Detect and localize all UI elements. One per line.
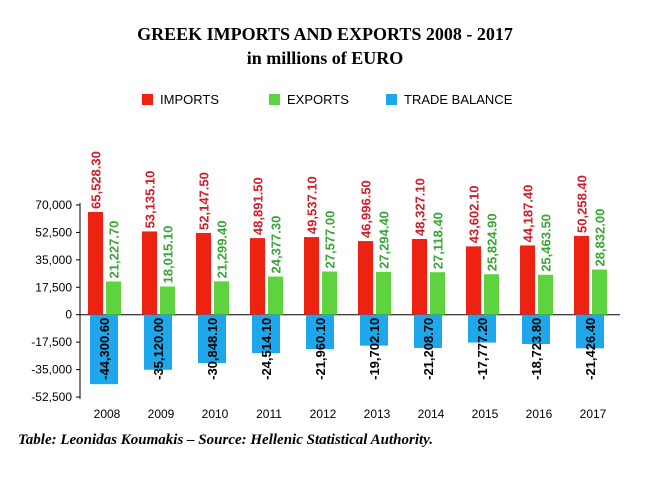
x-tick-label: 2011 <box>256 407 282 421</box>
x-tick-label: 2010 <box>202 407 229 421</box>
bar-trade-balance <box>414 314 442 348</box>
x-tick-label: 2013 <box>364 407 391 421</box>
value-label-exports: 27,118.40 <box>431 212 446 269</box>
bar-imports <box>196 232 211 315</box>
bar-exports <box>538 274 553 315</box>
y-tick-label: -52,500 <box>31 390 72 404</box>
value-label-trade-balance: -21,960.10 <box>313 318 328 380</box>
legend-swatch-3 <box>386 94 397 105</box>
value-label-imports: 48,327.10 <box>413 178 428 236</box>
value-label-exports: 21,227.70 <box>107 221 122 279</box>
value-label-trade-balance: -21,426.40 <box>583 318 598 380</box>
bar-exports <box>322 271 337 315</box>
bar-imports <box>574 235 589 315</box>
chart-title: GREEK IMPORTS AND EXPORTS 2008 - 2017 <box>137 24 513 44</box>
bar-imports <box>142 231 157 315</box>
x-tick-label: 2014 <box>418 407 445 421</box>
value-label-imports: 65,528.30 <box>89 151 104 209</box>
legend-swatch-2 <box>269 94 280 105</box>
bars <box>88 212 607 385</box>
value-label-trade-balance: -17,777.20 <box>475 318 490 380</box>
value-label-trade-balance: -30,848.10 <box>205 318 220 380</box>
value-label-exports: 28,832.00 <box>593 209 608 267</box>
bar-exports <box>268 276 283 315</box>
bar-imports <box>466 246 481 315</box>
bar-exports <box>214 281 229 315</box>
bar-trade-balance <box>576 314 604 349</box>
legend-swatch-1 <box>142 94 153 105</box>
value-label-trade-balance: -19,702.10 <box>367 318 382 380</box>
x-tick-label: 2016 <box>526 407 553 421</box>
y-tick-label: -17,500 <box>31 335 72 349</box>
bar-exports <box>376 271 391 315</box>
legend-label-1: IMPORTS <box>160 92 219 107</box>
value-label-trade-balance: -35,120.00 <box>151 318 166 380</box>
y-tick-label: 35,000 <box>35 253 72 267</box>
value-label-exports: 27,577.00 <box>323 211 338 269</box>
x-tick-label: 2015 <box>472 407 499 421</box>
bar-trade-balance <box>198 314 226 364</box>
y-tick-label: -35,000 <box>31 363 72 377</box>
bar-trade-balance <box>360 314 388 346</box>
value-label-imports: 50,258.40 <box>575 175 590 233</box>
y-tick-label: 17,500 <box>35 280 72 294</box>
value-label-exports: 18,015.10 <box>161 226 176 284</box>
value-label-trade-balance: -24,514.10 <box>259 318 274 380</box>
value-label-trade-balance: -21,208.70 <box>421 318 436 380</box>
value-label-imports: 49,537.10 <box>305 176 320 234</box>
bar-exports <box>106 281 121 315</box>
value-label-imports: 53,135.10 <box>143 171 158 229</box>
bar-exports <box>592 269 607 315</box>
value-label-imports: 44,187.40 <box>521 185 536 243</box>
bar-trade-balance <box>468 314 496 343</box>
bar-trade-balance <box>144 314 172 370</box>
legend-label-3: TRADE BALANCE <box>404 92 513 107</box>
bar-trade-balance <box>522 314 550 345</box>
bar-imports <box>304 237 319 315</box>
x-tick-label: 2017 <box>580 407 607 421</box>
axes: 70,000 52,500 35,000 17,500 0 -17,500 -35,000 -… <box>31 198 620 421</box>
value-label-imports: 48,891.50 <box>251 177 266 235</box>
bar-imports <box>412 238 427 315</box>
bar-exports <box>160 286 175 315</box>
value-label-trade-balance: -44,300.60 <box>97 318 112 380</box>
bar-exports <box>484 274 499 315</box>
x-tick-label: 2012 <box>310 407 337 421</box>
bar-trade-balance <box>306 314 334 350</box>
y-tick-label: 0 <box>65 308 72 322</box>
value-label-imports: 43,602.10 <box>467 186 482 244</box>
chart-subtitle: in millions of EURO <box>247 48 404 68</box>
value-label-exports: 25,463.50 <box>539 214 554 272</box>
value-label-exports: 27,294.40 <box>377 211 392 269</box>
legend: IMPORTS EXPORTS TRADE BALANCE <box>142 92 513 107</box>
y-tick-label: 52,500 <box>35 225 72 239</box>
bar-exports <box>430 272 445 315</box>
x-tick-label: 2009 <box>148 407 175 421</box>
value-label-exports: 25,824.90 <box>485 213 500 271</box>
x-tick-label: 2008 <box>94 407 121 421</box>
value-label-imports: 46,996.50 <box>359 180 374 238</box>
bar-trade-balance <box>252 314 280 354</box>
legend-label-2: EXPORTS <box>287 92 349 107</box>
bar-imports <box>250 238 265 315</box>
y-tick-label: 70,000 <box>35 198 72 212</box>
bar-imports <box>88 212 103 315</box>
value-label-exports: 24,377.30 <box>269 216 284 274</box>
bar-imports <box>520 245 535 315</box>
bar-trade-balance <box>90 314 118 385</box>
chart-caption: Table: Leonidas Koumakis – Source: Helle… <box>18 432 434 448</box>
value-label-imports: 52,147.50 <box>197 172 212 230</box>
value-label-trade-balance: -18,723.80 <box>529 318 544 380</box>
bar-imports <box>358 241 373 315</box>
value-label-exports: 21,299.40 <box>215 220 230 278</box>
